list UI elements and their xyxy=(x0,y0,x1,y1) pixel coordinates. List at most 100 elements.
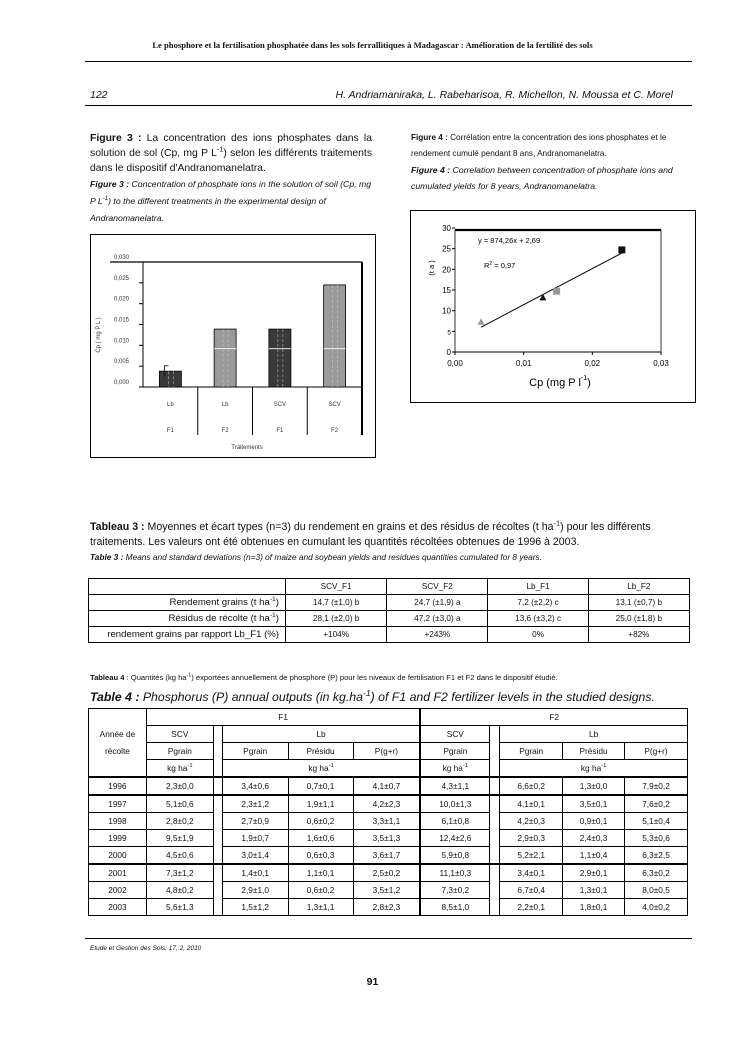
table3-caption-fr: Tableau 3 : Moyennes et écart types (n=3… xyxy=(90,518,651,548)
table3: SCV_F1 SCV_F2 Lb_F1 Lb_F2 Rendement grains (… xyxy=(88,578,691,643)
table4-f2-scv: SCV xyxy=(420,725,491,743)
table4-cell: 1,9±0,7 xyxy=(221,829,289,847)
table4-cell: 3,6±1,7 xyxy=(352,846,421,865)
data-point-triangle xyxy=(539,293,547,301)
table4-cell: 1,6±0,6 xyxy=(287,829,354,847)
x-label-part: ) xyxy=(587,377,591,389)
table4-cell: 2,9±0,1 xyxy=(562,863,626,882)
bar-Lb-F2 xyxy=(213,328,237,388)
table4-cell: 6,3±0,2 xyxy=(624,863,688,882)
table4-cell: 1,1±0,1 xyxy=(287,863,354,882)
table4-cell: 4,2±0,3 xyxy=(499,812,564,830)
table-row: rendement grains par rapport Lb_F1 (%) +1… xyxy=(88,626,691,643)
table4: F1 F2 Année de SCV Lb SCV Lb récolte Pgrain Pgr… xyxy=(88,708,688,916)
table4-cell: 2000 xyxy=(88,846,147,865)
table4-f1-scv: SCV xyxy=(145,725,214,743)
table4-cell: 4,2±2,3 xyxy=(352,794,421,813)
table-row: 2003 5,6±1,3 1,5±1,2 1,3±1,1 2,8±2,3 8,5±1,0 2… xyxy=(88,898,688,916)
table4-unit: kg ha-1 xyxy=(499,759,688,778)
figure4-caption: Figure 4 : Corrélation entre la concentr… xyxy=(411,130,701,194)
table4-cell: 2,2±0,1 xyxy=(499,898,564,916)
table4-cell: 0,6±0,3 xyxy=(287,846,354,865)
y-axis-label: (t a ) xyxy=(427,260,436,276)
folio: 91 xyxy=(366,976,379,988)
table4-cell: 1999 xyxy=(88,829,147,847)
x-tick-label: 0,02 xyxy=(585,359,601,368)
table4-cell: 4,1±0,1 xyxy=(499,794,564,813)
table4-cell: 9,5±1,9 xyxy=(145,829,214,847)
y-tick-label: 10 xyxy=(442,307,451,316)
table4-cell: 3,0±1,4 xyxy=(221,846,289,865)
table4-cell: 4,0±0,2 xyxy=(624,898,688,916)
table3-cell: 25,0 (±1,8) b xyxy=(587,610,691,627)
table-row: 2002 4,8±0,2 2,9±1,0 0,6±0,2 3,5±1,2 7,3±0,2 6… xyxy=(88,881,688,899)
x-axis-label: Cp (mg P l-1) xyxy=(529,375,591,389)
table4-year-header-1: Année de xyxy=(99,729,136,739)
figure4-caption-en: Figure 4 : Correlation between concentra… xyxy=(411,165,673,191)
y-tick-label: 5 xyxy=(447,329,451,336)
data-point-square xyxy=(618,246,626,254)
bar-Lb-F1 xyxy=(158,370,182,388)
figure3-frame xyxy=(90,234,376,458)
figure3-caption: Figure 3 : La concentration des ions pho… xyxy=(90,131,372,227)
table3-row-label: Rendement grains (t ha-1) xyxy=(88,594,286,611)
table3-header-row: SCV_F1 SCV_F2 Lb_F1 Lb_F2 xyxy=(88,578,691,595)
table4-cell: 5,2±2,1 xyxy=(499,846,564,865)
table4-caption-fr: Tableau 4 : Quantités (kg ha-1) exportée… xyxy=(90,672,558,682)
header-rule-2 xyxy=(85,105,692,106)
y-tick-label: 0,025 xyxy=(114,276,130,282)
table4-cell: 2,7±0,9 xyxy=(221,812,289,830)
journal-footer: Etude et Gestion des Sols, 17, 2, 2010 xyxy=(90,945,202,952)
table3-cell: 47,2 (±3,0) a xyxy=(386,610,489,627)
table4-col-pgr: P(g+r) xyxy=(624,742,688,760)
table4-year-header-2: récolte xyxy=(104,746,130,756)
table4-cell: 2,3±1,2 xyxy=(221,794,289,813)
table4-cell: 2,8±2,3 xyxy=(352,898,421,916)
y-tick-label: 20 xyxy=(442,265,451,274)
table4-cell: 2003 xyxy=(88,898,147,916)
table4-cell: 0,9±0,1 xyxy=(562,812,626,830)
table3-col-header: Lb_F1 xyxy=(487,578,589,595)
table4-cell: 2001 xyxy=(88,863,147,882)
table3-cell: 13,1 (±0,7) b xyxy=(587,594,691,611)
y-tick-label: 25 xyxy=(442,245,451,254)
category-sublabel: F2 xyxy=(331,428,339,434)
r-squared: R2 = 0,97 xyxy=(484,261,515,270)
table4-cell: 7,9±0,2 xyxy=(624,776,688,796)
table4-col-pgr: P(g+r) xyxy=(352,742,421,760)
running-title: Le phosphore et la fertilisation phospha… xyxy=(152,40,593,50)
table-row: Résidus de récolte (t ha-1) 28,1 (±2,0) b… xyxy=(88,610,691,627)
y-tick-label: 30 xyxy=(442,224,451,233)
table4-f1-lb: Lb xyxy=(221,725,421,743)
category-label: SCV xyxy=(328,402,340,408)
table4-header-f1: F1 xyxy=(145,708,421,726)
table4-cell: 4,3±1,1 xyxy=(420,776,491,796)
table4-unit: kg ha-1 xyxy=(145,759,214,778)
table4-cell: 5,3±0,6 xyxy=(624,829,688,847)
table3-caption-en: Table 3 : Means and standard deviations … xyxy=(90,552,542,562)
table4-cell: 4,8±0,2 xyxy=(145,881,214,899)
r2-label: R xyxy=(484,261,490,270)
table4-cell: 6,3±2,5 xyxy=(624,846,688,865)
table4-cell: 0,7±0,1 xyxy=(287,776,354,796)
table-row: 1996 2,3±0,0 3,4±0,6 0,7±0,1 4,1±0,7 4,3±1,1 6… xyxy=(88,776,688,796)
table3-cell: 0% xyxy=(487,626,589,643)
bar-SCV-F2 xyxy=(323,284,347,388)
table4-cell: 5,1±0,4 xyxy=(624,812,688,830)
table4-cell: 1997 xyxy=(88,794,147,813)
table4-cell: 6,1±0,8 xyxy=(420,812,491,830)
y-tick-label: 15 xyxy=(442,286,451,295)
table4-cell: 4,5±0,6 xyxy=(145,846,214,865)
trend-line xyxy=(480,252,623,328)
x-label-part: -1 xyxy=(581,375,587,382)
footer-rule xyxy=(85,938,692,939)
table4-cell: 3,4±0,6 xyxy=(221,776,289,796)
table4-cell: 4,1±0,7 xyxy=(352,776,421,796)
r2-value: = 0,97 xyxy=(492,261,515,270)
table-row: 2000 4,5±0,6 3,0±1,4 0,6±0,3 3,6±1,7 5,9±0,8 5… xyxy=(88,846,688,865)
table4-col-pgrain: Pgrain xyxy=(420,742,491,760)
table4-f2-lb: Lb xyxy=(499,725,688,743)
table4-cell: 11,1±0,3 xyxy=(420,863,491,882)
page-number: 122 xyxy=(90,89,108,101)
